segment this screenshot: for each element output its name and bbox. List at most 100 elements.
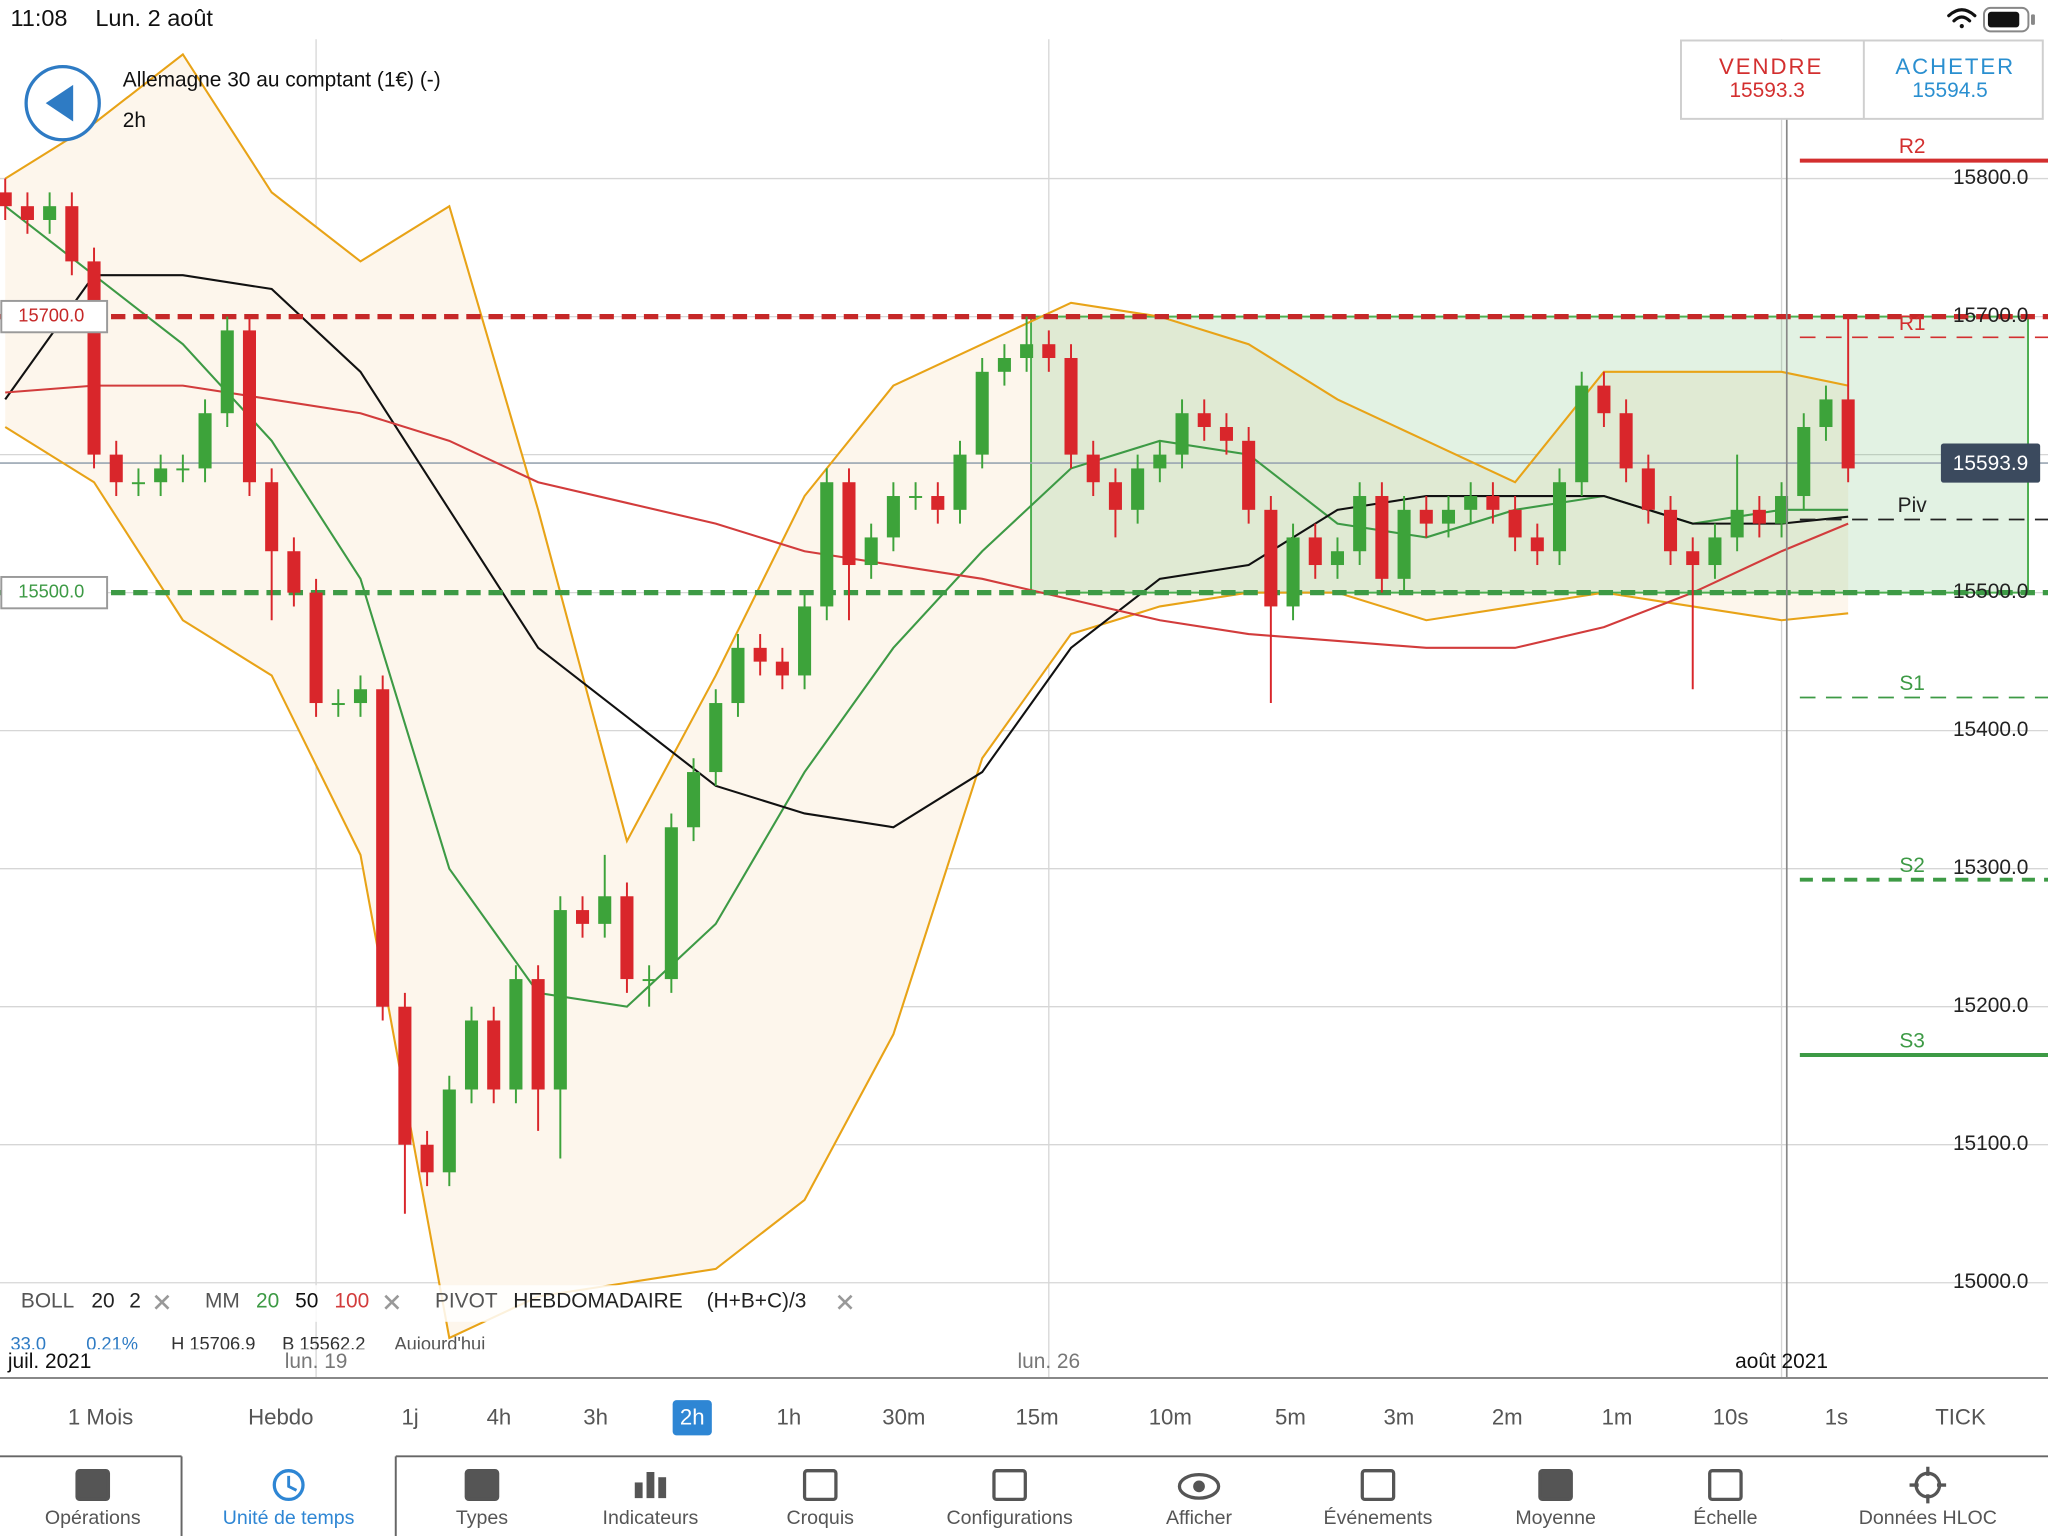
timeframe-option[interactable]: 5m bbox=[1275, 1404, 1306, 1429]
timeframe-option[interactable]: 3h bbox=[583, 1404, 608, 1429]
toolbar-label[interactable]: Indicateurs bbox=[603, 1507, 699, 1529]
timeframe-option[interactable]: 4h bbox=[487, 1404, 512, 1429]
candle-body bbox=[398, 1006, 412, 1145]
timeframe-option[interactable]: 1s bbox=[1825, 1404, 1848, 1429]
candle-body bbox=[1708, 537, 1722, 566]
toolbar-label[interactable]: Événements bbox=[1324, 1506, 1433, 1529]
remove-boll[interactable] bbox=[154, 1294, 170, 1310]
buy-label[interactable]: ACHETER bbox=[1895, 54, 2015, 79]
timeframe-option[interactable]: 15m bbox=[1015, 1404, 1058, 1429]
candle-body bbox=[1464, 496, 1478, 510]
pivot-label: S2 bbox=[1899, 854, 1925, 877]
toolbar-icon[interactable] bbox=[992, 1469, 1027, 1502]
candle-body bbox=[309, 592, 323, 704]
bollinger-fill bbox=[5, 54, 1849, 1338]
timeframe-option[interactable]: 10s bbox=[1713, 1404, 1749, 1429]
candle-body bbox=[842, 482, 856, 566]
toolbar-label[interactable]: Types bbox=[456, 1507, 508, 1529]
timeframe-option[interactable]: 3m bbox=[1383, 1404, 1414, 1429]
toolbar-icon[interactable] bbox=[658, 1477, 667, 1499]
x-tick-label: lun. 26 bbox=[1017, 1350, 1080, 1373]
status-time: 11:08 bbox=[10, 5, 67, 31]
candle-body bbox=[1641, 468, 1655, 510]
pivot-formula: (H+B+C)/3 bbox=[707, 1290, 807, 1313]
timeframe-option[interactable]: 1j bbox=[401, 1404, 418, 1429]
sell-label[interactable]: VENDRE bbox=[1719, 54, 1823, 79]
instrument-name: Allemagne 30 au comptant (1€) (-) bbox=[123, 68, 441, 91]
timeframe-option[interactable]: 2m bbox=[1492, 1404, 1523, 1429]
x-tick-label: juil. 2021 bbox=[7, 1350, 92, 1373]
toolbar-icon[interactable] bbox=[646, 1472, 655, 1499]
timeframe-option[interactable]: 30m bbox=[882, 1404, 925, 1429]
toolbar-icon[interactable] bbox=[1708, 1469, 1743, 1502]
toolbar-label[interactable]: Données HLOC bbox=[1859, 1507, 1997, 1529]
timeframe-option[interactable]: Hebdo bbox=[248, 1404, 313, 1429]
timeframe-option[interactable]: 1m bbox=[1602, 1404, 1633, 1429]
indicator-line bbox=[5, 384, 1849, 649]
candle-body bbox=[531, 979, 545, 1090]
timeframe-option[interactable]: TICK bbox=[1935, 1404, 1986, 1429]
toolbar-label[interactable]: Unité de temps bbox=[223, 1507, 355, 1529]
candle-body bbox=[598, 896, 612, 924]
plot-area bbox=[0, 39, 2048, 1378]
toolbar-icon[interactable] bbox=[464, 1469, 500, 1502]
toolbar-label[interactable]: Afficher bbox=[1166, 1507, 1232, 1529]
timeframe-option[interactable]: 10m bbox=[1149, 1404, 1192, 1429]
timeframe-option[interactable]: 2h bbox=[680, 1404, 705, 1429]
toolbar-icon[interactable] bbox=[272, 1469, 305, 1502]
toolbar-icon[interactable] bbox=[1909, 1466, 1947, 1504]
candle-body bbox=[1686, 551, 1700, 566]
candle-body bbox=[1308, 537, 1322, 566]
battery-icon bbox=[1983, 6, 2035, 33]
x-tick-label: lun. 19 bbox=[285, 1350, 348, 1373]
candle-body bbox=[1797, 427, 1811, 497]
candle-body bbox=[687, 772, 701, 828]
toolbar-icon[interactable] bbox=[634, 1482, 643, 1499]
toolbar-icon[interactable] bbox=[287, 1475, 298, 1492]
pivot-label: R1 bbox=[1899, 312, 1926, 335]
candle-body bbox=[87, 261, 101, 455]
timeframe-option[interactable]: 1 Mois bbox=[68, 1404, 133, 1429]
toolbar-icon[interactable] bbox=[75, 1469, 111, 1502]
sell-price[interactable]: 15593.3 bbox=[1729, 79, 1804, 102]
buy-price[interactable]: 15594.5 bbox=[1912, 79, 1987, 102]
candle-body bbox=[1597, 385, 1611, 414]
toolbar-icon[interactable] bbox=[802, 1469, 838, 1502]
candle-body bbox=[43, 206, 57, 220]
toolbar-icon[interactable] bbox=[1177, 1472, 1221, 1500]
remove-mm[interactable] bbox=[384, 1294, 400, 1310]
toolbar-label[interactable]: Moyenne bbox=[1515, 1507, 1596, 1529]
y-tick-label: 15400.0 bbox=[1953, 718, 2028, 741]
sell-button[interactable]: VENDRE 15593.3 bbox=[1719, 54, 1823, 102]
toolbar: Opérations Unité de temps Types Indicateurs… bbox=[45, 1466, 1997, 1529]
toolbar-label[interactable]: Échelle bbox=[1693, 1506, 1757, 1529]
candle-body bbox=[731, 647, 745, 704]
candle-body bbox=[1441, 509, 1456, 524]
toolbar-label[interactable]: Croquis bbox=[787, 1507, 855, 1529]
candle-body bbox=[109, 454, 123, 483]
candle-body bbox=[909, 496, 923, 498]
timeframe-bar: 1 Mois Hebdo 1j 4h 3h 2h 1h 30m 15m 10m 5m 3m 2m 1m 10… bbox=[68, 1400, 1986, 1436]
buy-button[interactable]: ACHETER 15594.5 bbox=[1895, 54, 2015, 102]
back-button[interactable] bbox=[24, 64, 101, 142]
boll-period: 20 bbox=[91, 1290, 114, 1313]
candle-body bbox=[1664, 509, 1678, 552]
toolbar-icon[interactable] bbox=[1193, 1480, 1205, 1493]
candle-body bbox=[1086, 454, 1100, 483]
toolbar-label[interactable]: Opérations bbox=[45, 1507, 141, 1529]
timeframe-selected[interactable] bbox=[672, 1400, 712, 1436]
candle-body bbox=[1020, 344, 1034, 359]
timeframe-option[interactable]: 1h bbox=[777, 1404, 802, 1429]
candle-body bbox=[1064, 358, 1078, 455]
toolbar-label[interactable]: Configurations bbox=[947, 1507, 1073, 1529]
candle-body bbox=[1108, 482, 1122, 510]
candle-body bbox=[1219, 427, 1233, 441]
candle-body bbox=[487, 1020, 501, 1090]
candle-body bbox=[798, 606, 812, 676]
toolbar-icon[interactable] bbox=[1360, 1469, 1396, 1502]
chart-overlay: 15000.0 15100.0 15200.0 15300.0 15400.0 15500… bbox=[0, 135, 2041, 1373]
remove-pivot[interactable] bbox=[837, 1294, 853, 1310]
toolbar-icon[interactable] bbox=[1538, 1469, 1573, 1502]
y-tick-label: 15100.0 bbox=[1953, 1132, 2028, 1155]
y-tick-label: 15800.0 bbox=[1953, 166, 2028, 189]
